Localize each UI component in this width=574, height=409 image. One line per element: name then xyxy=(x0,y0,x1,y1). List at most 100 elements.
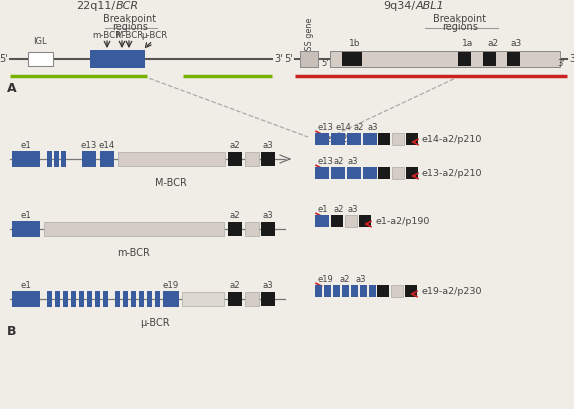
Text: 5': 5' xyxy=(321,58,329,67)
Text: a3: a3 xyxy=(510,39,522,48)
Text: e1: e1 xyxy=(21,141,32,150)
Bar xyxy=(507,52,520,66)
Bar xyxy=(378,133,390,145)
Bar xyxy=(79,291,84,307)
Bar xyxy=(28,52,53,66)
Bar xyxy=(87,291,92,307)
Text: a2: a2 xyxy=(230,211,241,220)
Text: 3': 3' xyxy=(569,54,574,64)
Text: a2: a2 xyxy=(230,281,241,290)
Text: a3: a3 xyxy=(263,211,273,220)
Text: e1: e1 xyxy=(317,205,328,214)
Text: e13: e13 xyxy=(317,157,333,166)
Text: e13: e13 xyxy=(317,123,333,132)
Bar xyxy=(406,133,418,145)
Bar xyxy=(55,291,60,307)
Bar xyxy=(342,285,349,297)
Bar xyxy=(44,222,224,236)
Text: a2: a2 xyxy=(339,275,350,284)
Bar xyxy=(228,152,242,166)
Text: e13: e13 xyxy=(81,141,97,150)
Text: 5': 5' xyxy=(0,54,8,64)
Text: μ-BCR: μ-BCR xyxy=(140,318,170,328)
Bar xyxy=(139,291,144,307)
Bar xyxy=(360,285,367,297)
Bar xyxy=(324,285,331,297)
Text: a3: a3 xyxy=(263,281,273,290)
Bar xyxy=(331,133,345,145)
Bar xyxy=(315,133,329,145)
Bar xyxy=(90,50,145,68)
Bar xyxy=(63,291,68,307)
Bar xyxy=(12,221,40,237)
Bar xyxy=(333,285,340,297)
Bar xyxy=(363,167,377,179)
Bar xyxy=(406,167,418,179)
Text: a3: a3 xyxy=(348,157,359,166)
Bar xyxy=(228,222,242,236)
Bar xyxy=(182,292,224,306)
Text: M-BCR: M-BCR xyxy=(155,178,187,188)
Text: e14: e14 xyxy=(99,141,115,150)
Bar xyxy=(118,152,225,166)
Bar xyxy=(71,291,76,307)
Bar xyxy=(261,222,275,236)
Bar xyxy=(483,52,496,66)
Bar xyxy=(391,285,403,297)
Text: a2: a2 xyxy=(333,205,343,214)
Text: 3': 3' xyxy=(557,58,565,67)
Text: a3: a3 xyxy=(348,205,359,214)
Text: M-BCR: M-BCR xyxy=(115,31,143,40)
Text: m-BCR: m-BCR xyxy=(92,31,122,40)
Bar xyxy=(331,167,345,179)
Bar xyxy=(261,292,275,306)
Bar xyxy=(12,291,40,307)
Bar xyxy=(300,51,318,67)
Text: e14-a2/p210: e14-a2/p210 xyxy=(422,135,482,144)
Bar xyxy=(245,292,259,306)
Text: a3: a3 xyxy=(355,275,366,284)
Text: A: A xyxy=(7,82,17,95)
Bar xyxy=(82,151,96,167)
Bar xyxy=(347,133,361,145)
Text: e19-a2/p230: e19-a2/p230 xyxy=(422,286,483,295)
Text: 1b: 1b xyxy=(349,39,360,48)
Bar xyxy=(315,285,322,297)
Text: m-BCR: m-BCR xyxy=(118,248,150,258)
Text: e1: e1 xyxy=(21,281,32,290)
Bar xyxy=(392,133,404,145)
Bar xyxy=(363,133,377,145)
Bar xyxy=(131,291,136,307)
Text: 5': 5' xyxy=(284,54,293,64)
Bar xyxy=(245,222,259,236)
Bar xyxy=(378,167,390,179)
Text: B: B xyxy=(7,325,17,338)
Text: e19: e19 xyxy=(317,275,333,284)
Text: e1-a2/p190: e1-a2/p190 xyxy=(375,216,429,225)
Bar xyxy=(377,285,389,297)
Bar xyxy=(123,291,128,307)
Bar xyxy=(47,151,52,167)
Bar xyxy=(342,52,362,66)
Text: a2: a2 xyxy=(333,157,343,166)
Text: ASS gene: ASS gene xyxy=(305,18,315,56)
Bar xyxy=(315,215,329,227)
Text: a3: a3 xyxy=(263,141,273,150)
Text: regions: regions xyxy=(112,22,148,32)
Text: 1a: 1a xyxy=(463,39,474,48)
Bar xyxy=(359,215,371,227)
Bar xyxy=(61,151,66,167)
Bar xyxy=(345,215,357,227)
Bar xyxy=(100,151,114,167)
Text: 3': 3' xyxy=(274,54,282,64)
Bar xyxy=(155,291,160,307)
Bar xyxy=(315,167,329,179)
Text: e19: e19 xyxy=(163,281,179,290)
Bar xyxy=(405,285,417,297)
Bar xyxy=(54,151,59,167)
Text: der22q: der22q xyxy=(320,134,355,144)
Text: Breakpoint: Breakpoint xyxy=(103,14,157,24)
Bar xyxy=(347,167,361,179)
Text: μ-BCR: μ-BCR xyxy=(141,31,167,40)
Text: e13-a2/p210: e13-a2/p210 xyxy=(422,169,483,178)
